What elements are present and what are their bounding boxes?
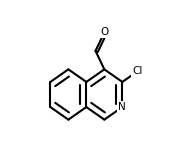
Text: Cl: Cl — [132, 66, 143, 76]
Text: O: O — [100, 27, 108, 37]
Text: N: N — [118, 102, 126, 112]
